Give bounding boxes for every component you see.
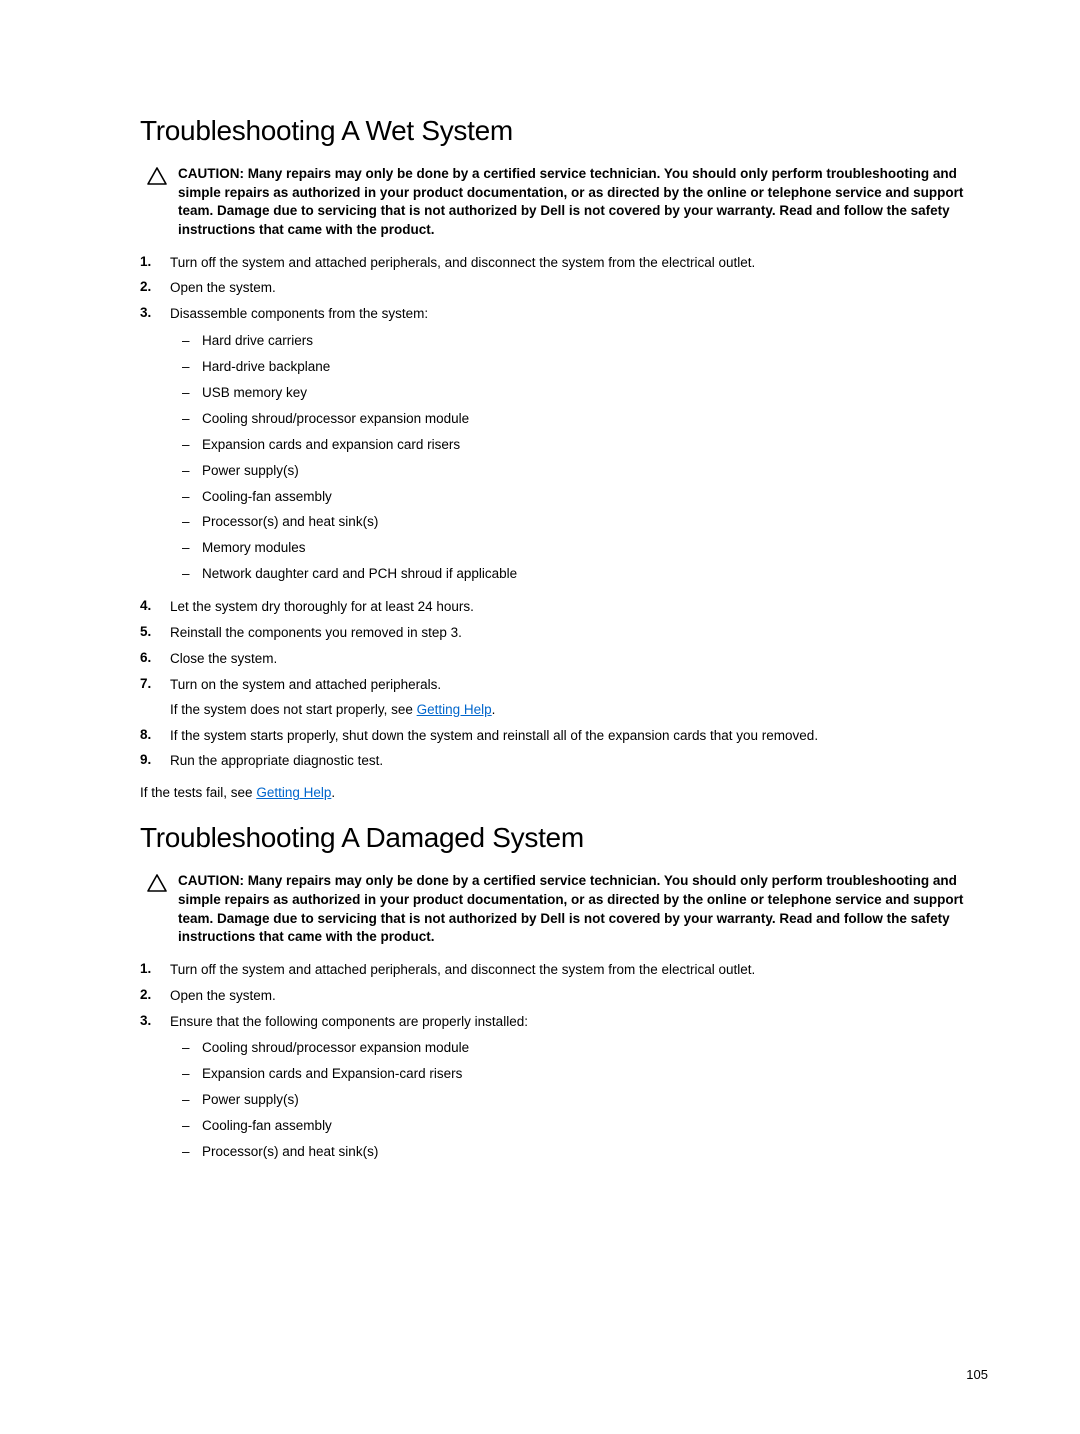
step-text: If the system starts properly, shut down… [170, 727, 818, 746]
sub-item: Expansion cards and expansion card riser… [202, 436, 517, 455]
step-text: Turn off the system and attached periphe… [170, 254, 755, 273]
getting-help-link[interactable]: Getting Help [417, 702, 492, 717]
step-5: 5. Reinstall the components you removed … [140, 624, 990, 643]
sub-item: Hard drive carriers [202, 332, 517, 351]
step-text: Let the system dry thoroughly for at lea… [170, 598, 474, 617]
step-9: 9. Run the appropriate diagnostic test. [140, 752, 990, 771]
step-7-post: . [492, 702, 496, 717]
step-2b: 2. Open the system. [140, 987, 990, 1006]
footer-pre: If the tests fail, see [140, 785, 256, 800]
steps-list-1: 1. Turn off the system and attached peri… [140, 254, 990, 772]
sub-item: Processor(s) and heat sink(s) [202, 513, 517, 532]
step-text: Turn on the system and attached peripher… [170, 676, 495, 720]
step-8: 8. If the system starts properly, shut d… [140, 727, 990, 746]
step-number: 2. [140, 279, 170, 294]
caution-triangle-icon [146, 873, 168, 898]
step-text: Open the system. [170, 279, 276, 298]
sub-item: Power supply(s) [202, 1091, 528, 1110]
step-1b: 1. Turn off the system and attached peri… [140, 961, 990, 980]
sub-item: Network daughter card and PCH shroud if … [202, 565, 517, 584]
step-text: Disassemble components from the system: … [170, 305, 517, 591]
step-number: 5. [140, 624, 170, 639]
step-3: 3. Disassemble components from the syste… [140, 305, 990, 591]
step-number: 4. [140, 598, 170, 613]
sub-item: Cooling shroud/processor expansion modul… [202, 1039, 528, 1058]
caution-block-2: CAUTION: Many repairs may only be done b… [140, 872, 990, 947]
step-7-line1: Turn on the system and attached peripher… [170, 676, 495, 695]
step-number: 1. [140, 961, 170, 976]
step-number: 2. [140, 987, 170, 1002]
step-7-pre: If the system does not start properly, s… [170, 702, 417, 717]
sub-list-2: Cooling shroud/processor expansion modul… [170, 1039, 528, 1161]
section-heading-wet: Troubleshooting A Wet System [140, 115, 990, 147]
step-text: Ensure that the following components are… [170, 1013, 528, 1169]
caution-text-1: CAUTION: Many repairs may only be done b… [178, 165, 990, 240]
sub-item: Hard-drive backplane [202, 358, 517, 377]
step-number: 3. [140, 1013, 170, 1028]
section-heading-damaged: Troubleshooting A Damaged System [140, 822, 990, 854]
step-text: Close the system. [170, 650, 277, 669]
step-1: 1. Turn off the system and attached peri… [140, 254, 990, 273]
caution-text-2: CAUTION: Many repairs may only be done b… [178, 872, 990, 947]
step-7-line2: If the system does not start properly, s… [170, 701, 495, 720]
step-number: 3. [140, 305, 170, 320]
step-number: 8. [140, 727, 170, 742]
steps-list-2: 1. Turn off the system and attached peri… [140, 961, 990, 1169]
step-text-inner: Ensure that the following components are… [170, 1014, 528, 1029]
sub-item: Cooling shroud/processor expansion modul… [202, 410, 517, 429]
caution-triangle-icon [146, 166, 168, 191]
section1-footer: If the tests fail, see Getting Help. [140, 785, 990, 800]
step-number: 6. [140, 650, 170, 665]
step-text: Run the appropriate diagnostic test. [170, 752, 383, 771]
step-2: 2. Open the system. [140, 279, 990, 298]
step-text: Reinstall the components you removed in … [170, 624, 462, 643]
step-4: 4. Let the system dry thoroughly for at … [140, 598, 990, 617]
step-3b: 3. Ensure that the following components … [140, 1013, 990, 1169]
step-6: 6. Close the system. [140, 650, 990, 669]
sub-item: Cooling-fan assembly [202, 488, 517, 507]
step-7: 7. Turn on the system and attached perip… [140, 676, 990, 720]
step-text: Turn off the system and attached periphe… [170, 961, 755, 980]
step-text-inner: Disassemble components from the system: [170, 306, 428, 321]
step-text: Open the system. [170, 987, 276, 1006]
page-number: 105 [966, 1367, 988, 1382]
sub-item: Power supply(s) [202, 462, 517, 481]
step-number: 1. [140, 254, 170, 269]
sub-item: USB memory key [202, 384, 517, 403]
step-number: 7. [140, 676, 170, 691]
sub-item: Cooling-fan assembly [202, 1117, 528, 1136]
getting-help-link[interactable]: Getting Help [256, 785, 331, 800]
footer-post: . [331, 785, 335, 800]
sub-item: Processor(s) and heat sink(s) [202, 1143, 528, 1162]
sub-item: Expansion cards and Expansion-card riser… [202, 1065, 528, 1084]
step-number: 9. [140, 752, 170, 767]
sub-list-1: Hard drive carriers Hard-drive backplane… [170, 332, 517, 584]
caution-block-1: CAUTION: Many repairs may only be done b… [140, 165, 990, 240]
sub-item: Memory modules [202, 539, 517, 558]
